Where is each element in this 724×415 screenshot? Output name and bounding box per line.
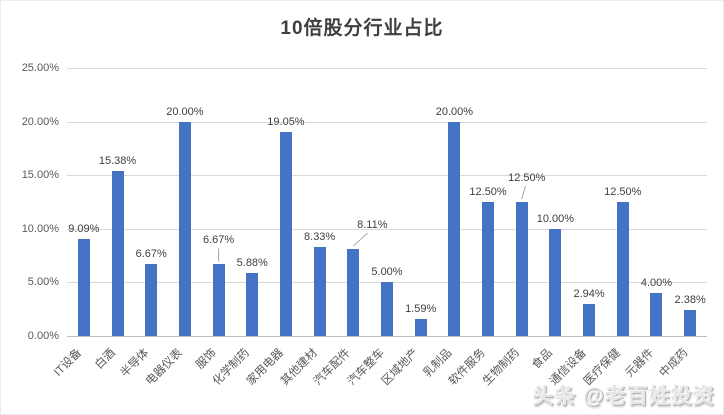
bar-软件服务 — [482, 202, 495, 336]
value-label: 15.38% — [98, 155, 137, 168]
bar-白酒 — [111, 171, 124, 336]
y-tick-label: 25.00% — [21, 62, 59, 74]
bar-半导体 — [145, 264, 158, 336]
watermark: 头条 @老百姓投资 — [532, 385, 715, 408]
value-label: 2.38% — [674, 294, 706, 307]
value-label: 8.33% — [304, 230, 336, 243]
category-label-汽车整车: 汽车整车 — [345, 346, 387, 388]
bar-食品 — [549, 228, 562, 336]
bar-其他建材 — [313, 246, 326, 336]
category-label-白酒: 白酒 — [92, 346, 118, 372]
gridline — [67, 175, 707, 177]
bar-IT设备 — [77, 238, 90, 336]
value-label: 10.00% — [536, 212, 575, 225]
bar-乳制品 — [448, 121, 461, 336]
leader-line — [521, 185, 526, 200]
value-label: 1.59% — [405, 302, 437, 315]
bar-中成药 — [684, 310, 697, 336]
gridline — [67, 68, 707, 69]
chart-title: 10倍股分行业占比 — [280, 18, 444, 39]
leader-line — [352, 232, 368, 247]
category-label-IT设备: IT设备 — [51, 346, 84, 379]
bar-电器仪表 — [178, 121, 191, 336]
bar-生物制药 — [515, 202, 528, 336]
bar-医疗保健 — [616, 202, 629, 336]
y-tick-label: 15.00% — [21, 169, 59, 182]
category-label-食品: 食品 — [530, 346, 556, 372]
value-label: 5.00% — [371, 266, 403, 279]
value-label: 4.00% — [640, 277, 673, 290]
category-label-家用电器: 家用电器 — [244, 346, 286, 388]
category-label-区域地产: 区域地产 — [379, 346, 421, 388]
category-label-中成药: 中成药 — [657, 346, 691, 380]
value-label: 9.09% — [68, 222, 100, 235]
gridline — [67, 228, 707, 230]
category-label-元器件: 元器件 — [623, 346, 657, 380]
bar-区域地产 — [414, 318, 427, 336]
value-label: 6.67% — [202, 234, 235, 247]
bar-化学制药 — [246, 272, 259, 336]
value-label: 6.67% — [135, 248, 167, 261]
value-label: 2.94% — [573, 288, 605, 301]
value-label: 19.05% — [267, 115, 305, 128]
value-label: 12.50% — [604, 186, 642, 198]
bar-汽车整车 — [381, 282, 393, 336]
x-axis-line — [67, 336, 707, 337]
y-tick-label: 10.00% — [21, 222, 59, 235]
bar-服饰 — [212, 264, 225, 336]
category-label-生物制药: 生物制药 — [480, 346, 522, 388]
category-label-服饰: 服饰 — [193, 346, 219, 372]
value-label: 12.50% — [508, 172, 546, 184]
value-label: 12.50% — [469, 186, 507, 198]
y-tick-label: 20.00% — [21, 115, 59, 128]
y-tick-label: 5.00% — [27, 276, 59, 289]
value-label: 5.88% — [236, 256, 268, 269]
value-label: 20.00% — [166, 105, 204, 118]
value-label: 8.11% — [357, 219, 388, 232]
bar-汽车配件 — [347, 249, 360, 336]
bar-通信设备 — [583, 304, 596, 336]
bar-元器件 — [650, 293, 663, 336]
bar-家用电器 — [279, 131, 292, 336]
y-tick-label: 0.00% — [27, 330, 59, 342]
gridline — [67, 121, 707, 123]
value-label: 20.00% — [435, 105, 474, 118]
